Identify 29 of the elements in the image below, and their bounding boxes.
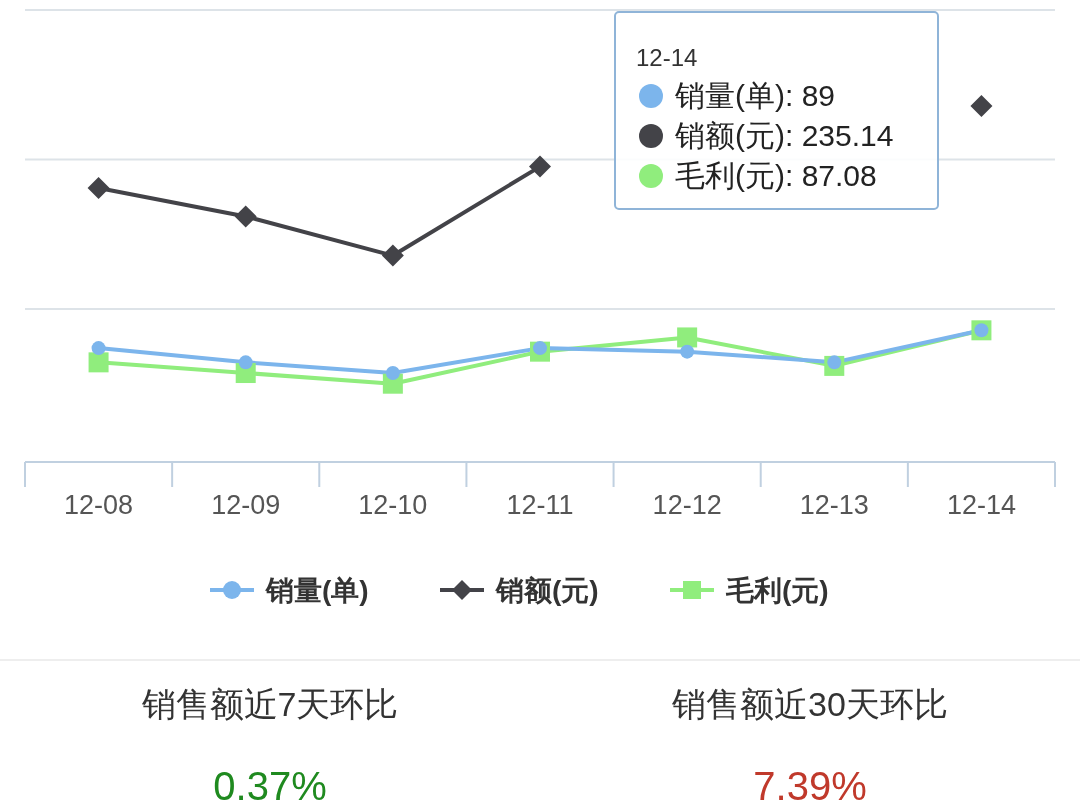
annotation: 销额(元): 235.14: [674, 119, 894, 152]
legend-label: 销量(单): [265, 575, 369, 606]
x-tick-label: 12-12: [652, 490, 722, 520]
x-tick-label: 12-13: [799, 490, 869, 520]
point: [91, 341, 106, 356]
text: 销售额近30天环比: [671, 685, 948, 723]
x-tick-label: 12-11: [506, 490, 574, 520]
point: [680, 344, 695, 359]
point: [88, 352, 109, 373]
x-tick-label: 12-10: [358, 490, 428, 520]
point: [87, 176, 110, 199]
annotation: 销量(单): 89: [674, 79, 836, 112]
point: [677, 327, 698, 348]
legend-label: 毛利(元): [725, 575, 829, 606]
point: [385, 366, 400, 381]
x-tick-label: 12-08: [64, 490, 134, 520]
text: 0.37%: [213, 764, 327, 808]
annotation: 毛利(元): 87.08: [675, 159, 877, 192]
x-tick-label: 12-14: [946, 490, 1016, 520]
x-tick-label: 12-09: [211, 490, 281, 520]
text: 7.39%: [753, 764, 867, 808]
legend-label: 销额(元): [495, 575, 599, 606]
point: [381, 244, 404, 267]
point: [238, 355, 253, 370]
text: 销售额近7天环比: [140, 685, 399, 723]
point: [529, 155, 551, 178]
point: [970, 95, 993, 118]
text: 12-14: [636, 44, 698, 71]
point: [234, 205, 257, 228]
